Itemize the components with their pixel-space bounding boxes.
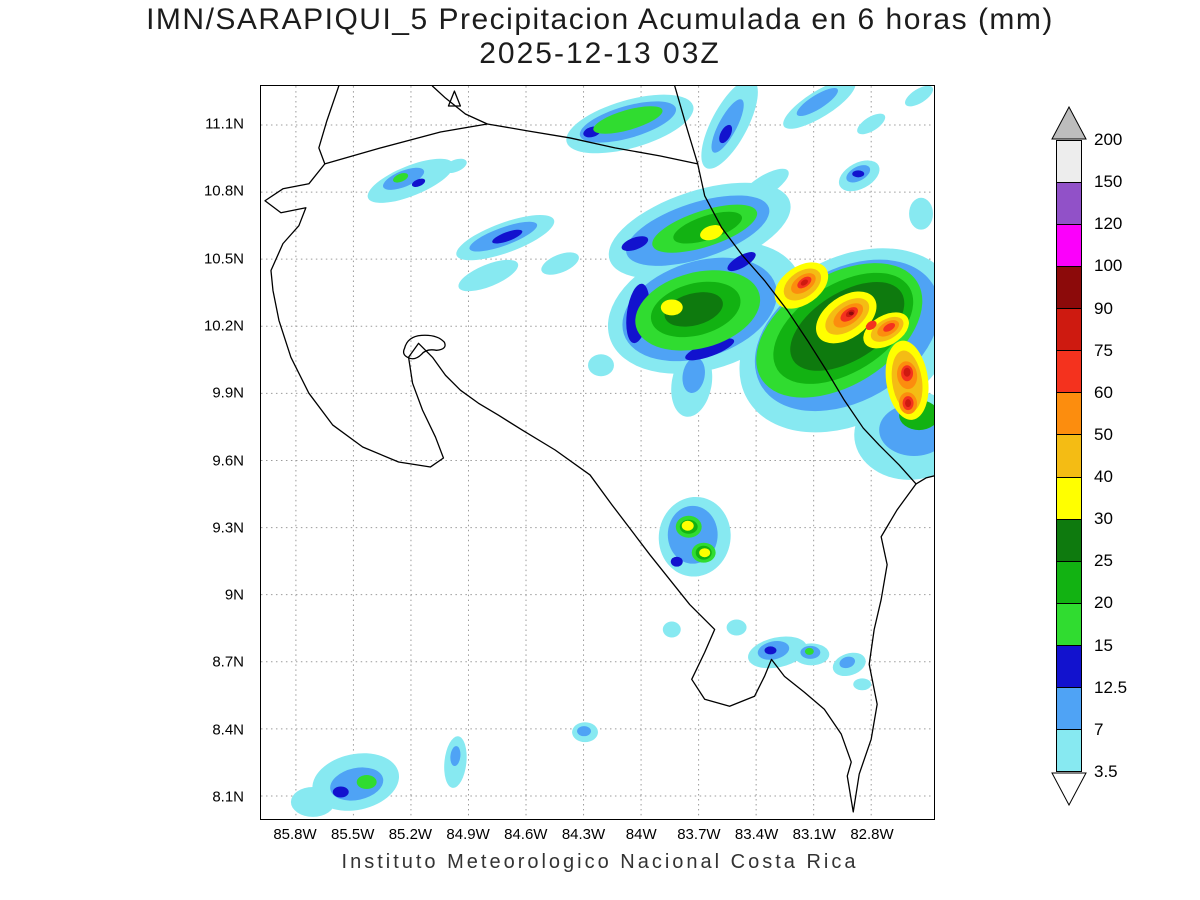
colorbar-level-label: 40 <box>1094 467 1113 487</box>
nicaragua-border-segment <box>324 123 488 165</box>
grid-lines <box>261 86 934 819</box>
lon-tick-label: 83.1W <box>792 826 836 843</box>
colorbar-arrow-bottom <box>1051 772 1087 806</box>
rio-san-juan-border <box>431 86 699 165</box>
lat-tick-label: 9N <box>224 586 244 604</box>
colorbar-level-label: 60 <box>1094 382 1113 402</box>
lat-tick-label: 8.4N <box>212 721 244 739</box>
precipitation-field <box>290 86 934 817</box>
plot-valid-time: 2025-12-13 03Z <box>479 37 721 70</box>
lat-tick-label: 9.3N <box>212 519 244 537</box>
colorbar-cell <box>1057 686 1081 729</box>
lon-tick-label: 85.8W <box>273 826 317 843</box>
colorbar-level-label: 7 <box>1094 719 1104 739</box>
colorbar-arrow-top <box>1051 106 1087 140</box>
footer-text: Instituto Meteorologico Nacional Costa R… <box>341 851 859 873</box>
colorbar-level-label: 30 <box>1094 509 1113 529</box>
lon-tick-label: 85.2W <box>388 826 433 843</box>
lat-tick-label: 8.1N <box>212 788 244 806</box>
colorbar-level-label: 12.5 <box>1094 677 1128 697</box>
lat-tick-label: 9.6N <box>212 452 244 469</box>
colorbar-cell <box>1057 224 1081 267</box>
lon-tick-label: 82.8W <box>850 826 894 843</box>
lon-axis: 85.8W 85.5W 85.2W 84.9W 84.6W 84.3W 84W 83.7W 83… <box>260 826 935 848</box>
colorbar-level-label: 25 <box>1094 551 1113 571</box>
lon-tick-label: 84.6W <box>504 826 548 843</box>
colorbar-cells <box>1056 140 1082 772</box>
lon-tick-label: 84.3W <box>561 826 606 843</box>
lon-tick-label: 83.7W <box>677 826 721 843</box>
colorbar-cell <box>1057 602 1081 645</box>
colorbar-level-label: 15 <box>1094 635 1113 655</box>
colorbar-cell <box>1057 141 1081 183</box>
colorbar-cell <box>1057 644 1081 687</box>
colorbar-level-label: 50 <box>1094 424 1113 444</box>
colorbar-level-label: 150 <box>1094 172 1123 192</box>
colorbar-cell <box>1057 434 1081 477</box>
lat-axis: 11.1N 10.8N 10.5N 10.2N 9.9N 9.6N 9.3N 9N 8.7N 8.… <box>160 85 252 820</box>
colorbar-labels: 200 150 120 100 90 75 60 50 40 30 25 20 15 12.5 7 3.5 <box>1094 130 1164 781</box>
colorbar: 200 150 120 100 90 75 60 50 40 30 25 20 15 12.5 7 3.5 <box>1051 106 1127 806</box>
colorbar-cell <box>1057 518 1081 561</box>
colorbar-cell <box>1057 392 1081 435</box>
colorbar-cell <box>1057 728 1081 771</box>
lake-island <box>447 90 462 107</box>
plot-title: IMN/SARAPIQUI_5 Precipitacion Acumulada … <box>146 3 1054 36</box>
colorbar-cell <box>1057 308 1081 351</box>
lat-tick-label: 10.5N <box>203 250 244 268</box>
lat-tick-label: 10.2N <box>203 317 244 335</box>
lat-tick-label: 10.8N <box>203 182 244 200</box>
colorbar-cell <box>1057 560 1081 603</box>
lon-tick-label: 84W <box>625 826 657 843</box>
colorbar-level-label: 200 <box>1094 130 1123 149</box>
colorbar-level-label: 90 <box>1094 298 1113 318</box>
lon-tick-label: 83.4W <box>734 826 779 843</box>
lat-tick-label: 11.1N <box>205 115 244 133</box>
colorbar-cell <box>1057 476 1081 519</box>
costa-rica-outline <box>264 86 917 813</box>
colorbar-level-label: 120 <box>1094 214 1123 234</box>
coastline-layer <box>264 86 934 813</box>
colorbar-cell <box>1057 266 1081 309</box>
colorbar-level-label: 20 <box>1094 593 1113 613</box>
colorbar-level-label: 100 <box>1094 256 1123 276</box>
lon-tick-label: 85.5W <box>331 826 375 843</box>
colorbar-level-label: 75 <box>1094 340 1113 360</box>
sixaola-coast-segment <box>915 475 934 485</box>
lat-tick-label: 9.9N <box>212 384 244 402</box>
lat-tick-label: 8.7N <box>212 653 244 671</box>
map-canvas <box>261 86 934 819</box>
lake-arenal <box>402 334 446 360</box>
map-frame <box>260 85 935 820</box>
colorbar-cell <box>1057 350 1081 393</box>
colorbar-level-label: 3.5 <box>1094 762 1118 781</box>
lon-tick-label: 84.9W <box>446 826 490 843</box>
colorbar-cell <box>1057 182 1081 225</box>
